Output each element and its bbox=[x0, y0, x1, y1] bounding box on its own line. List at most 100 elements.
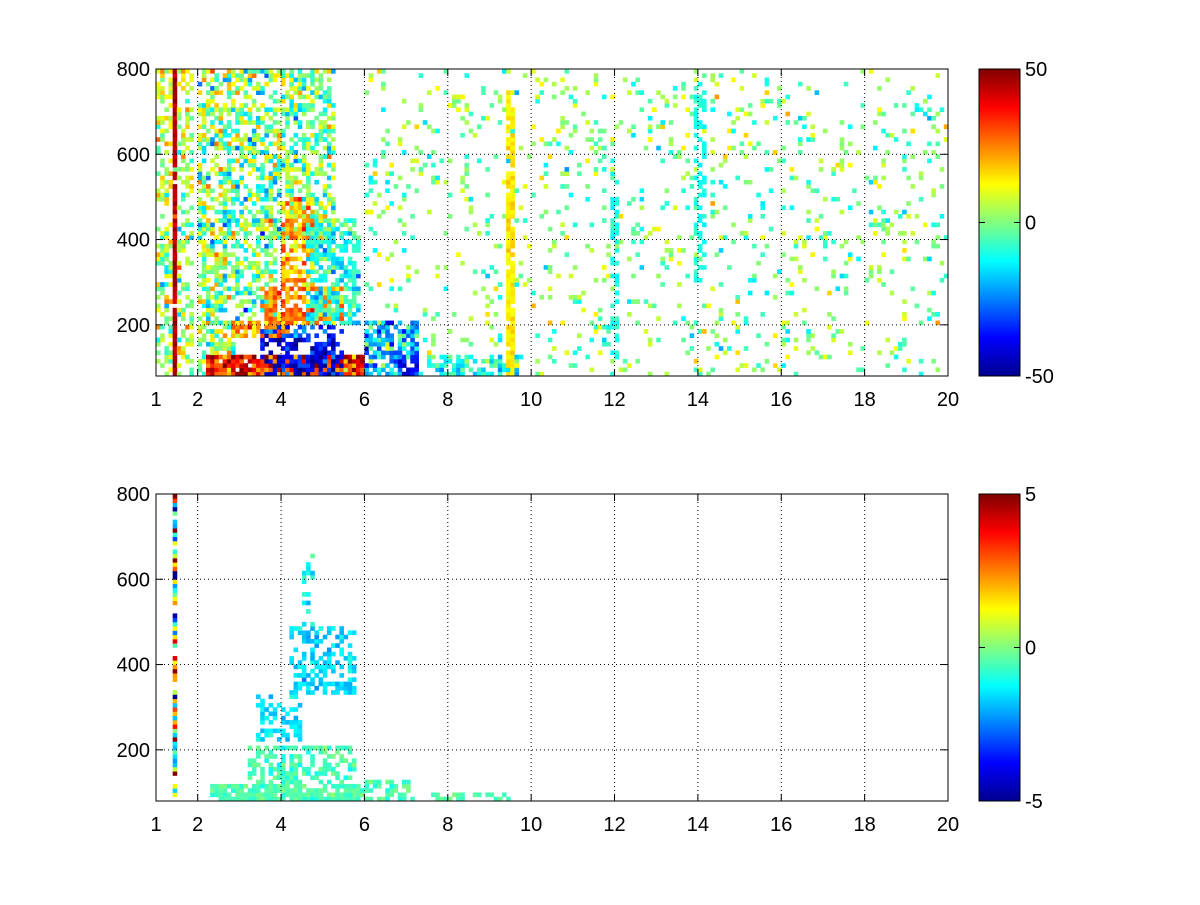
heatmap-cell bbox=[214, 128, 219, 134]
heatmap-cell bbox=[535, 94, 540, 100]
heatmap-cell bbox=[506, 103, 511, 108]
heatmap-cell bbox=[702, 175, 707, 181]
heatmap-cell bbox=[168, 282, 174, 287]
heatmap-cell bbox=[235, 303, 240, 309]
heatmap-cell bbox=[293, 111, 299, 117]
heatmap-cell bbox=[285, 312, 290, 317]
heatmap-cell bbox=[714, 252, 720, 258]
heatmap-cell bbox=[927, 107, 932, 113]
heatmap-cell bbox=[406, 273, 411, 279]
heatmap-cell bbox=[339, 792, 344, 798]
heatmap-cell bbox=[510, 235, 515, 240]
heatmap-cell bbox=[289, 77, 294, 83]
heatmap-cell bbox=[735, 294, 740, 300]
heatmap-cell bbox=[235, 329, 240, 334]
heatmap-cell bbox=[322, 651, 328, 657]
heatmap-cell bbox=[610, 222, 615, 228]
heatmap-cell bbox=[393, 371, 399, 376]
heatmap-cell bbox=[243, 235, 249, 240]
heatmap-cell bbox=[297, 660, 303, 665]
heatmap-cell bbox=[481, 367, 486, 373]
heatmap-cell bbox=[297, 783, 303, 789]
heatmap-cell bbox=[185, 162, 190, 168]
heatmap-cell bbox=[281, 324, 286, 330]
heatmap-cell bbox=[260, 184, 265, 189]
heatmap-cell bbox=[260, 86, 265, 91]
heatmap-cell bbox=[806, 350, 811, 356]
heatmap-cell bbox=[347, 256, 353, 262]
heatmap-cell bbox=[285, 260, 290, 266]
heatmap-cell bbox=[301, 260, 307, 266]
heatmap-cell bbox=[910, 111, 916, 117]
heatmap-cell bbox=[197, 188, 203, 194]
heatmap-cell bbox=[285, 226, 290, 232]
heatmap-cell bbox=[206, 294, 211, 300]
heatmap-cell bbox=[310, 248, 315, 253]
heatmap-cell bbox=[156, 252, 161, 258]
heatmap-cell bbox=[268, 363, 274, 368]
heatmap-cell bbox=[356, 286, 361, 292]
heatmap-cell bbox=[314, 167, 319, 172]
heatmap-cell bbox=[627, 201, 632, 206]
heatmap-cell bbox=[206, 222, 211, 228]
heatmap-cell bbox=[247, 209, 253, 215]
heatmap-cell bbox=[368, 188, 374, 194]
heatmap-cell bbox=[218, 137, 224, 142]
heatmap-cell bbox=[297, 107, 303, 113]
heatmap-cell bbox=[514, 363, 520, 368]
heatmap-cell bbox=[293, 745, 299, 751]
heatmap-cell bbox=[727, 265, 732, 270]
heatmap-cell bbox=[168, 269, 174, 275]
heatmap-cell bbox=[235, 158, 240, 164]
heatmap-cell bbox=[639, 90, 645, 95]
heatmap-cell bbox=[485, 320, 490, 326]
heatmap-cell bbox=[310, 570, 315, 576]
heatmap-cell bbox=[381, 150, 386, 155]
heatmap-cell bbox=[206, 265, 211, 270]
heatmap-cell bbox=[268, 252, 274, 258]
heatmap-cell bbox=[802, 115, 807, 121]
heatmap-cell bbox=[160, 175, 165, 181]
heatmap-cell bbox=[243, 265, 249, 270]
heatmap-cell bbox=[251, 329, 257, 334]
heatmap-cell bbox=[276, 320, 282, 326]
heatmap-cell bbox=[172, 294, 178, 300]
heatmap-cell bbox=[243, 329, 249, 334]
heatmap-cell bbox=[693, 226, 699, 232]
heatmap-cell bbox=[835, 286, 841, 292]
heatmap-cell bbox=[351, 260, 357, 266]
heatmap-cell bbox=[414, 329, 420, 334]
heatmap-cell bbox=[310, 681, 315, 687]
heatmap-cell bbox=[793, 175, 799, 181]
heatmap-cell bbox=[614, 260, 620, 266]
heatmap-cell bbox=[343, 758, 349, 764]
heatmap-cell bbox=[797, 81, 803, 87]
heatmap-cell bbox=[406, 329, 411, 334]
heatmap-cell bbox=[456, 354, 461, 360]
heatmap-cell bbox=[318, 286, 324, 292]
heatmap-cell bbox=[206, 277, 211, 283]
heatmap-cell bbox=[777, 86, 782, 91]
heatmap-cell bbox=[197, 222, 203, 228]
heatmap-cell bbox=[389, 320, 394, 326]
heatmap-cell bbox=[314, 788, 319, 793]
heatmap-cell bbox=[506, 239, 511, 245]
heatmap-cell bbox=[164, 269, 169, 275]
heatmap-cell bbox=[506, 222, 511, 228]
heatmap-cell bbox=[264, 728, 269, 734]
heatmap-cell bbox=[785, 277, 790, 283]
heatmap-cell bbox=[306, 766, 311, 772]
heatmap-cell bbox=[239, 796, 244, 801]
heatmap-cell bbox=[206, 299, 211, 304]
heatmap-cell bbox=[343, 358, 349, 364]
heatmap-cell bbox=[276, 141, 282, 147]
heatmap-cell bbox=[322, 137, 328, 142]
heatmap-cell bbox=[310, 358, 315, 364]
heatmap-cell bbox=[301, 248, 307, 253]
heatmap-cell bbox=[243, 77, 249, 83]
heatmap-cell bbox=[910, 286, 916, 292]
heatmap-cell bbox=[281, 81, 286, 87]
heatmap-cell bbox=[310, 256, 315, 262]
heatmap-cell bbox=[401, 196, 407, 202]
heatmap-cell bbox=[493, 286, 499, 292]
